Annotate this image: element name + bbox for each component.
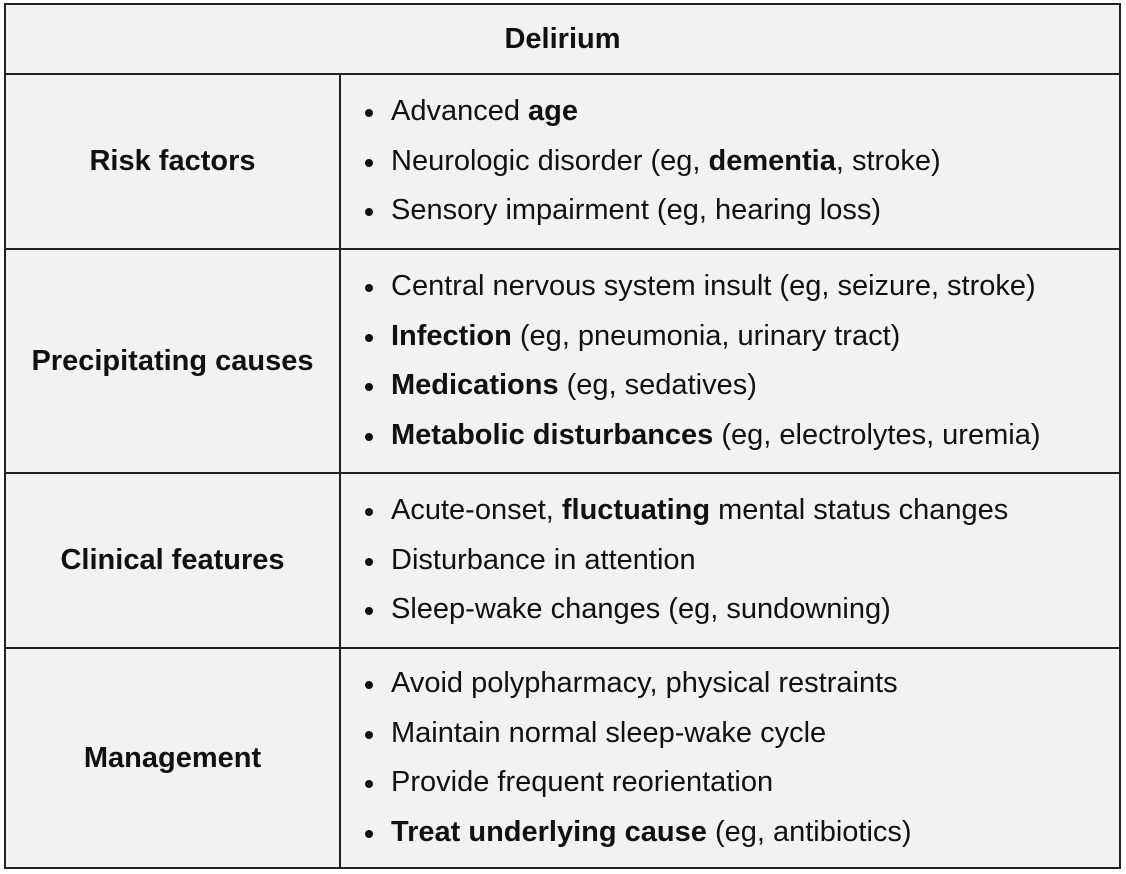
row-content: Advanced age Neurologic disorder (eg, de… bbox=[341, 75, 1119, 248]
row-label: Precipitating causes bbox=[6, 250, 341, 472]
bullet-list: Acute-onset, fluctuating mental status c… bbox=[359, 486, 1119, 635]
row-content: Acute-onset, fluctuating mental status c… bbox=[341, 474, 1119, 647]
delirium-table: Delirium Risk factors Advanced age Neuro… bbox=[4, 3, 1121, 869]
list-item: Metabolic disturbances (eg, electrolytes… bbox=[359, 411, 1119, 461]
row-clinical-features: Clinical features Acute-onset, fluctuati… bbox=[6, 474, 1119, 649]
row-precipitating-causes: Precipitating causes Central nervous sys… bbox=[6, 250, 1119, 474]
list-item: Maintain normal sleep-wake cycle bbox=[359, 709, 1119, 759]
list-item: Central nervous system insult (eg, seizu… bbox=[359, 262, 1119, 312]
row-risk-factors: Risk factors Advanced age Neurologic dis… bbox=[6, 75, 1119, 250]
list-item: Avoid polypharmacy, physical restraints bbox=[359, 659, 1119, 709]
list-item: Advanced age bbox=[359, 87, 1119, 137]
bullet-list: Central nervous system insult (eg, seizu… bbox=[359, 262, 1119, 460]
list-item: Disturbance in attention bbox=[359, 536, 1119, 586]
list-item: Provide frequent reorientation bbox=[359, 758, 1119, 808]
bullet-list: Avoid polypharmacy, physical restraints … bbox=[359, 659, 1119, 857]
row-label: Risk factors bbox=[6, 75, 341, 248]
list-item: Acute-onset, fluctuating mental status c… bbox=[359, 486, 1119, 536]
bullet-list: Advanced age Neurologic disorder (eg, de… bbox=[359, 87, 1119, 236]
list-item: Treat underlying cause (eg, antibiotics) bbox=[359, 808, 1119, 858]
row-label: Clinical features bbox=[6, 474, 341, 647]
list-item: Neurologic disorder (eg, dementia, strok… bbox=[359, 137, 1119, 187]
list-item: Sensory impairment (eg, hearing loss) bbox=[359, 186, 1119, 236]
row-content: Avoid polypharmacy, physical restraints … bbox=[341, 649, 1119, 867]
list-item: Medications (eg, sedatives) bbox=[359, 361, 1119, 411]
row-content: Central nervous system insult (eg, seizu… bbox=[341, 250, 1119, 472]
row-label: Management bbox=[6, 649, 341, 867]
list-item: Infection (eg, pneumonia, urinary tract) bbox=[359, 312, 1119, 362]
list-item: Sleep-wake changes (eg, sundowning) bbox=[359, 585, 1119, 635]
row-management: Management Avoid polypharmacy, physical … bbox=[6, 649, 1119, 867]
table-title: Delirium bbox=[6, 5, 1119, 75]
